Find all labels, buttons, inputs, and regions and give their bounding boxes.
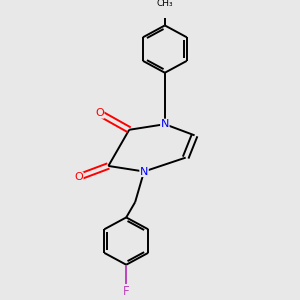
Text: N: N	[140, 167, 148, 176]
Text: CH₃: CH₃	[157, 0, 173, 8]
Text: F: F	[123, 285, 130, 298]
Text: O: O	[74, 172, 83, 182]
Text: O: O	[95, 108, 104, 118]
Text: N: N	[161, 119, 169, 129]
